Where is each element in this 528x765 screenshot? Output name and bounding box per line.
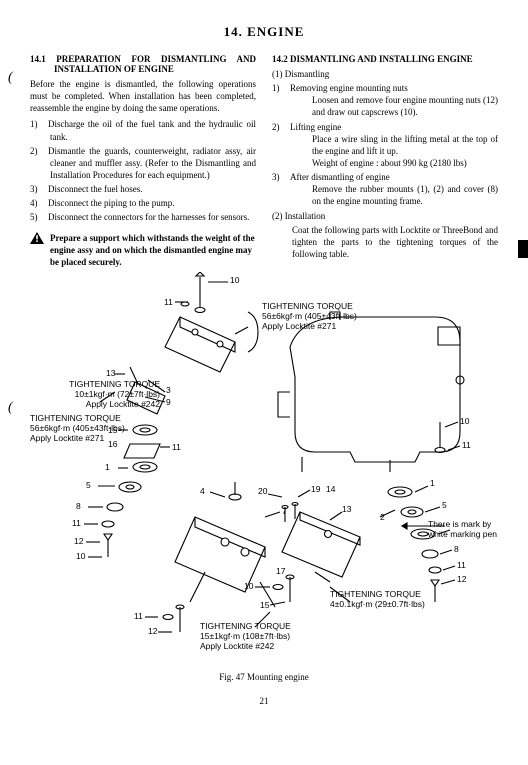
margin-paren: ( [8, 400, 13, 416]
step: 2)Dismantle the guards, counterweight, r… [30, 145, 256, 181]
right-column: 14.2 DISMANTLING AND INSTALLING ENGINE (… [272, 54, 498, 268]
callout-10b: 10 [76, 551, 85, 561]
callout-7: 7 [282, 506, 287, 516]
callout-8: 8 [76, 501, 81, 511]
side-tab [518, 240, 528, 258]
callout-14: 14 [326, 484, 335, 494]
intro-para: Before the engine is dismantled, the fol… [30, 78, 256, 114]
step: 1)Removing engine mounting nuts Loosen a… [272, 82, 498, 118]
callout-10c: 10 [244, 581, 253, 591]
callout-11d: 11 [134, 611, 143, 621]
chapter-title: 14. ENGINE [30, 24, 498, 40]
torque-label-2: TIGHTENING TORQUE 10±1kgf·m (72±7ft·lbs)… [50, 380, 160, 409]
callout-13: 13 [106, 368, 115, 378]
callout-1: 1 [105, 462, 110, 472]
callout-8b: 8 [454, 544, 459, 554]
step: 3)After dismantling of engine Remove the… [272, 171, 498, 207]
torque-label-1: TIGHTENING TORQUE 56±6kgf·m (405±43ft·lb… [262, 302, 357, 331]
callout-19: 19 [311, 484, 320, 494]
mark-note: There is mark by white marking pen [428, 520, 497, 540]
figure-caption: Fig. 47 Mounting engine [30, 672, 498, 682]
section-14-1-head: 14.1 PREPARATION FOR DISMANTLING AND INS… [30, 54, 256, 74]
callout-17: 17 [276, 566, 285, 576]
torque-label-5: TIGHTENING TORQUE 15±1kgf·m (108±7ft·lbs… [200, 622, 291, 651]
callout-11b: 11 [172, 442, 181, 452]
warning-text: Prepare a support which withstands the w… [50, 232, 256, 268]
torque-label-4: TIGHTENING TORQUE 4±0.1kgf·m (29±0.7ft·l… [330, 590, 425, 610]
callout-5: 5 [86, 480, 91, 490]
left-column: 14.1 PREPARATION FOR DISMANTLING AND INS… [30, 54, 256, 268]
step: 1)Discharge the oil of the fuel tank and… [30, 118, 256, 142]
callout-12c: 12 [457, 574, 466, 584]
left-steps: 1)Discharge the oil of the fuel tank and… [30, 118, 256, 223]
two-column-body: 14.1 PREPARATION FOR DISMANTLING AND INS… [30, 54, 498, 268]
callout-2: 2 [380, 512, 385, 522]
group-installation: (2) Installation [272, 210, 498, 222]
exploded-diagram: 10 11 13 3 9 15 11 16 1 5 8 11 12 10 4 2… [30, 272, 498, 682]
callout-10: 10 [230, 275, 239, 285]
torque-label-3: TIGHTENING TORQUE 56±6kgf·m (405±43ft·lb… [30, 414, 160, 443]
step: 3)Disconnect the fuel hoses. [30, 183, 256, 195]
callout-11e: 11 [462, 440, 471, 450]
callout-11: 11 [164, 297, 173, 307]
callout-9: 9 [166, 397, 171, 407]
warning-triangle-icon [30, 232, 44, 244]
callout-3: 3 [166, 385, 171, 395]
step: 4)Disconnect the piping to the pump. [30, 197, 256, 209]
callout-12: 12 [74, 536, 83, 546]
page-number: 21 [30, 696, 498, 706]
install-para: Coat the following parts with Locktite o… [272, 224, 498, 260]
section-14-2-head: 14.2 DISMANTLING AND INSTALLING ENGINE [272, 54, 498, 64]
callout-15b: 15 [260, 600, 269, 610]
callout-10d: 10 [460, 416, 469, 426]
group-dismantling: (1) Dismantling [272, 68, 498, 80]
callout-20: 20 [258, 486, 267, 496]
callout-5b: 5 [442, 500, 447, 510]
step: 5)Disconnect the connectors for the harn… [30, 211, 256, 223]
callout-4: 4 [200, 486, 205, 496]
callout-11f: 11 [457, 560, 466, 570]
callout-11c: 11 [72, 518, 81, 528]
callout-1b: 1 [430, 478, 435, 488]
margin-paren: ( [8, 70, 13, 86]
callout-13b: 13 [342, 504, 351, 514]
step: 2)Lifting engine Place a wire sling in t… [272, 121, 498, 170]
callout-12b: 12 [148, 626, 157, 636]
warning-block: Prepare a support which withstands the w… [30, 232, 256, 268]
right-steps: 1)Removing engine mounting nuts Loosen a… [272, 82, 498, 207]
